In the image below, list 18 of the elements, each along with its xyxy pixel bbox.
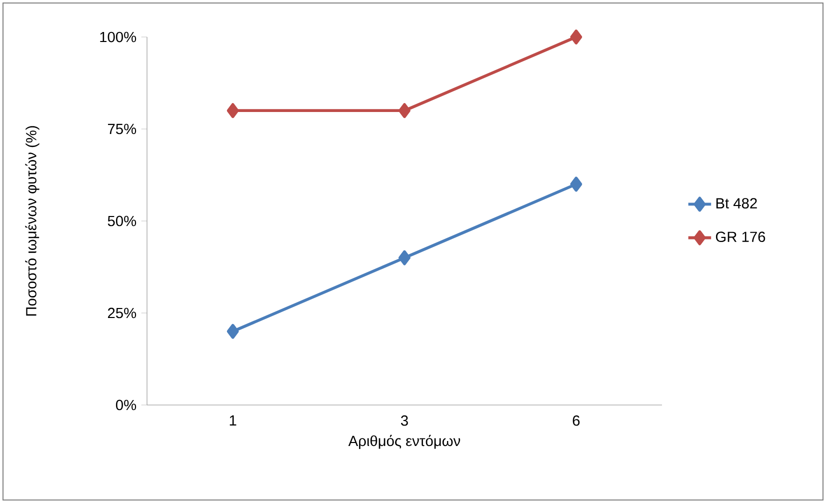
point [398, 250, 410, 266]
point [226, 103, 239, 118]
legend-label: Bt 482 [716, 198, 757, 208]
point [398, 103, 410, 118]
y-axis-title: Ποσοστό ιωμένων φυτών (%) [25, 126, 40, 316]
y-tick-label: 75% [108, 124, 136, 134]
x-tick-label: 3 [400, 415, 408, 426]
x-axis-title: Αριθμός εντόμων [348, 434, 460, 450]
point [570, 176, 582, 192]
y-tick-label: 25% [108, 308, 136, 318]
x-tick-label: 6 [572, 415, 580, 426]
y-tick-label: 50% [108, 216, 136, 226]
y-tick-label: 100% [100, 32, 136, 42]
point [226, 324, 239, 339]
point [570, 30, 582, 44]
y-tick-label: 0% [116, 400, 136, 410]
legend-label: GR 176 [716, 232, 766, 242]
x-tick-label: 1 [230, 415, 236, 426]
